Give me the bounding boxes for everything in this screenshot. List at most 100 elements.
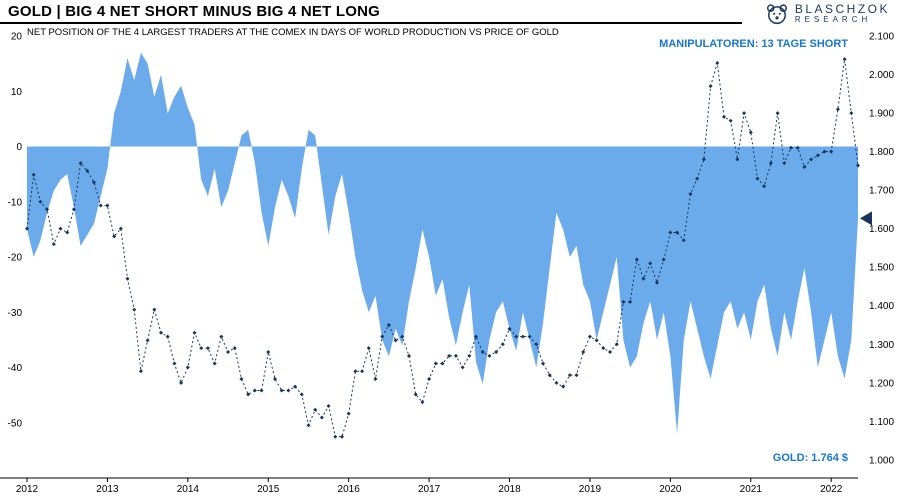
right-axis-tick-label: 1.600 — [869, 224, 894, 235]
gold-marker — [232, 346, 237, 351]
right-axis-tick-label: 1.400 — [869, 301, 894, 312]
gold-marker — [802, 165, 807, 170]
gold-marker — [299, 392, 304, 397]
gold-marker — [286, 388, 291, 393]
right-axis-tick-label: 1.100 — [869, 417, 894, 428]
gold-marker — [172, 361, 177, 366]
gold-marker — [681, 238, 686, 243]
gold-marker — [326, 403, 331, 408]
gold-marker — [366, 346, 371, 351]
gold-marker — [708, 84, 713, 89]
gold-marker — [85, 168, 90, 173]
gold-marker — [467, 353, 472, 358]
right-axis-tick-label: 1.000 — [869, 455, 894, 466]
right-axis-tick-label: 2.100 — [869, 32, 894, 43]
gold-marker — [507, 326, 512, 331]
left-axis-tick-label: -10 — [8, 197, 23, 208]
gold-marker — [259, 388, 264, 393]
gold-marker — [480, 349, 485, 354]
current-value-marker — [860, 211, 872, 226]
gold-marker — [634, 257, 639, 262]
gold-marker — [427, 376, 432, 381]
gold-marker — [688, 191, 693, 196]
gold-marker — [92, 180, 97, 185]
gold-marker — [534, 342, 539, 347]
gold-marker — [460, 365, 465, 370]
gold-marker — [45, 207, 50, 212]
gold-marker — [447, 353, 452, 358]
gold-marker — [748, 130, 753, 135]
gold-marker — [313, 407, 318, 412]
gold-marker — [554, 380, 559, 385]
gold-marker — [132, 307, 137, 312]
gold-marker — [339, 434, 344, 439]
gold-marker — [125, 276, 130, 281]
gold-marker — [192, 330, 197, 335]
gold-marker — [648, 261, 653, 266]
gold-marker — [152, 307, 157, 312]
gold-marker — [393, 338, 398, 343]
x-axis-tick-label: 2015 — [257, 484, 280, 495]
x-axis-tick-label: 2022 — [820, 484, 843, 495]
gold-marker — [494, 349, 499, 354]
gold-marker — [721, 114, 726, 119]
gold-marker — [701, 157, 706, 162]
gold-marker — [420, 400, 425, 405]
net-position-area — [27, 52, 858, 434]
gold-marker — [98, 203, 103, 208]
gold-marker — [453, 353, 458, 358]
gold-marker — [788, 145, 793, 150]
gold-marker — [587, 334, 592, 339]
left-axis-tick-label: 0 — [16, 142, 22, 153]
gold-marker — [695, 176, 700, 181]
right-axis-tick-label: 1.500 — [869, 263, 894, 274]
right-axis-tick-label: 1.800 — [869, 147, 894, 158]
gold-marker — [205, 346, 210, 351]
left-axis-tick-label: -20 — [8, 253, 23, 264]
chart-subtitle: NET POSITION OF THE 4 LARGEST TRADERS AT… — [27, 27, 559, 38]
gold-marker — [628, 299, 633, 304]
left-axis-tick-label: 20 — [11, 32, 23, 43]
gold-marker — [185, 365, 190, 370]
header-divider — [0, 22, 742, 24]
gold-marker — [621, 299, 626, 304]
gold-marker — [433, 361, 438, 366]
gold-marker — [715, 60, 720, 65]
gold-marker — [400, 334, 405, 339]
x-axis-tick-label: 2019 — [579, 484, 602, 495]
gold-marker — [272, 376, 277, 381]
gold-marker — [346, 411, 351, 416]
gold-marker — [742, 111, 747, 116]
x-axis-tick-label: 2017 — [418, 484, 441, 495]
gold-marker — [775, 111, 780, 116]
x-axis-tick-label: 2014 — [177, 484, 200, 495]
gold-marker — [782, 161, 787, 166]
right-axis-tick-label: 1.700 — [869, 186, 894, 197]
gold-marker — [179, 380, 184, 385]
gold-marker — [333, 434, 338, 439]
gold-marker — [165, 334, 170, 339]
gold-marker — [226, 349, 231, 354]
gold-marker — [728, 118, 733, 123]
gold-marker — [735, 157, 740, 162]
gold-marker — [360, 369, 365, 374]
gold-marker — [608, 349, 613, 354]
x-axis-tick-label: 2012 — [16, 484, 39, 495]
gold-marker — [474, 334, 479, 339]
gold-marker — [675, 230, 680, 235]
x-axis-tick-label: 2020 — [659, 484, 682, 495]
gold-marker — [212, 361, 217, 366]
gold-marker — [279, 388, 284, 393]
gold-marker — [65, 230, 70, 235]
gold-marker — [842, 57, 847, 62]
left-axis-tick-label: 10 — [11, 87, 23, 98]
gold-marker — [386, 323, 391, 328]
gold-marker — [138, 369, 143, 374]
logo-text: BLASCHZOK RESEARCH — [795, 2, 890, 25]
gold-marker — [795, 145, 800, 150]
gold-marker — [520, 334, 525, 339]
gold-marker — [661, 257, 666, 262]
gold-marker — [199, 346, 204, 351]
